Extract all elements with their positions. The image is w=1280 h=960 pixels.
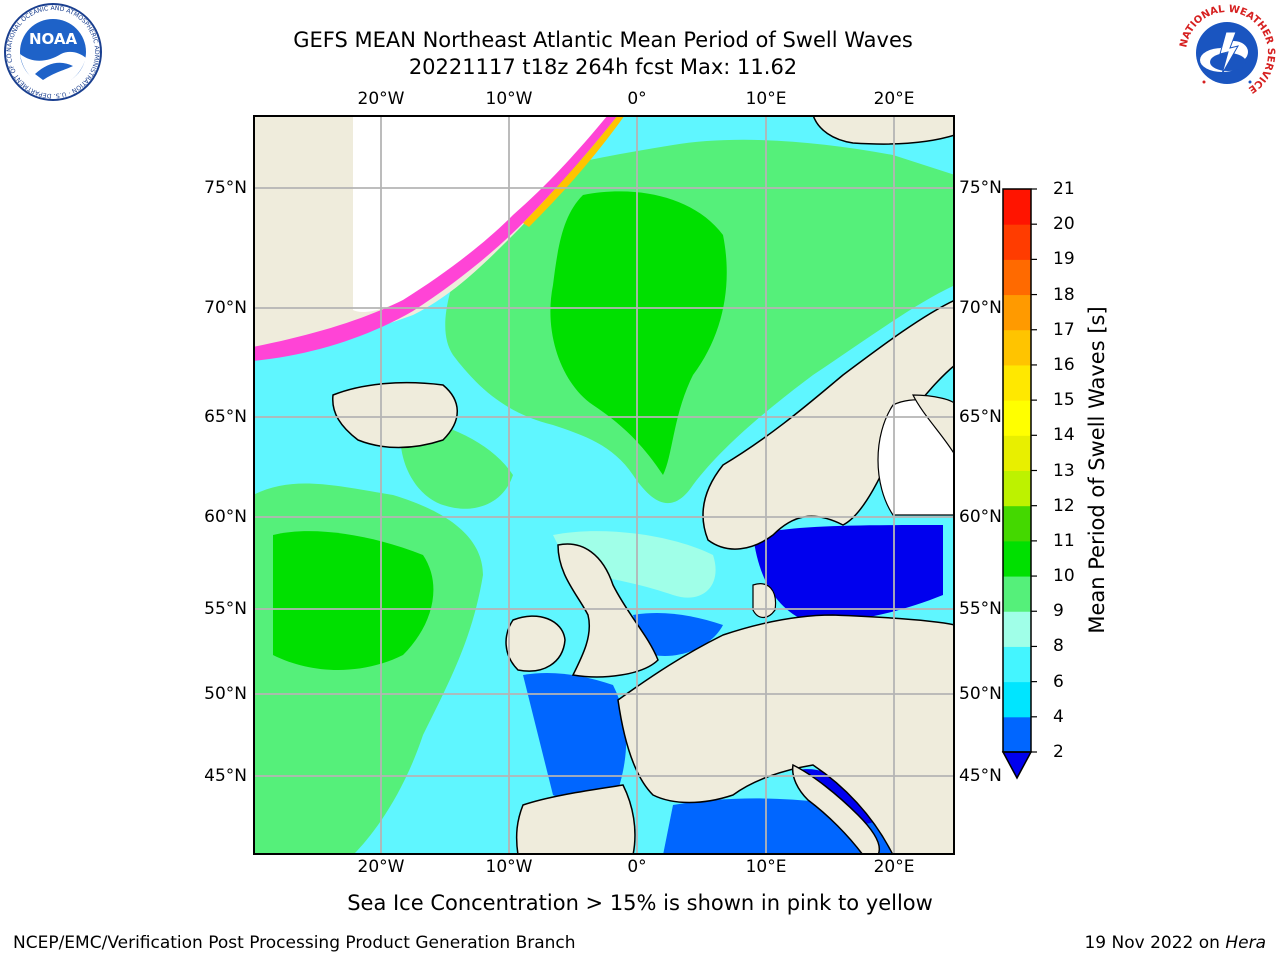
colorbar (1000, 187, 1040, 787)
colorbar-tick-label: 10 (1053, 566, 1075, 587)
lon-label-top-10w: 10°W (485, 89, 533, 109)
lat-label-right-65n: 65°N (959, 407, 1002, 427)
land-continental-europe (617, 614, 955, 855)
swell-region-10s (550, 191, 727, 476)
lat-label-right-60n: 60°N (959, 507, 1002, 527)
lat-label-left-65n: 65°N (204, 407, 247, 427)
lat-label-right-55n: 55°N (959, 599, 1002, 619)
swell-region-north-sea (553, 531, 716, 598)
colorbar-tick-label: 12 (1053, 495, 1075, 516)
graticule (253, 115, 955, 855)
map-frame (253, 115, 955, 855)
colorbar-segment (1003, 681, 1031, 718)
colorbar-segment (1003, 329, 1031, 366)
lon-label-bottom-10w: 10°W (485, 857, 533, 877)
colorbar-tick-label: 6 (1053, 671, 1064, 692)
colorbar-tick-label: 15 (1053, 390, 1075, 411)
colorbar-segment (1003, 294, 1031, 331)
lat-label-left-60n: 60°N (204, 507, 247, 527)
sea-ice-interior (353, 115, 608, 312)
lat-label-left-45n: 45°N (204, 766, 247, 786)
swell-period-map (253, 115, 955, 855)
sea-ice-edge-outer (523, 115, 625, 227)
lat-label-left-70n: 70°N (204, 298, 247, 318)
colorbar-segment (1003, 224, 1031, 260)
colorbar-tick-label: 9 (1053, 601, 1064, 622)
colorbar-tick-label: 17 (1053, 319, 1075, 340)
colorbar-tick-label: 13 (1053, 460, 1075, 481)
colorbar-segment (1003, 576, 1031, 612)
sea-ice-note: Sea Ice Concentration > 15% is shown in … (347, 891, 933, 915)
lat-label-right-75n: 75°N (959, 178, 1002, 198)
lon-label-bottom-20e: 20°E (873, 857, 915, 877)
footer-credit: NCEP/EMC/Verification Post Processing Pr… (13, 933, 576, 953)
land-italy (791, 763, 880, 855)
lat-label-right-50n: 50°N (959, 684, 1002, 704)
map-title: GEFS MEAN Northeast Atlantic Mean Period… (293, 28, 913, 52)
lat-label-left-75n: 75°N (204, 178, 247, 198)
colorbar-under-triangle (1001, 751, 1033, 780)
colorbar-segment (1003, 611, 1031, 647)
lat-label-left-50n: 50°N (204, 684, 247, 704)
colorbar-segment (1003, 470, 1031, 507)
nws-logo-icon: NATIONAL WEATHER SERVICE (1176, 2, 1278, 104)
colorbar-segment (1003, 505, 1031, 542)
noaa-wordmark: NOAA (29, 30, 78, 48)
lat-label-right-70n: 70°N (959, 298, 1002, 318)
colorbar-tick-label: 8 (1053, 636, 1064, 657)
lon-label-top-10e: 10°E (745, 89, 787, 109)
colorbar-segment (1003, 259, 1031, 296)
colorbar-segment (1003, 400, 1031, 436)
colorbar-segment (1003, 716, 1031, 753)
lat-label-right-45n: 45°N (959, 766, 1002, 786)
lat-label-left-55n: 55°N (204, 599, 247, 619)
footer-host: Hera (1225, 933, 1266, 953)
colorbar-segment (1003, 540, 1031, 577)
swell-region-baltic (753, 525, 943, 622)
swell-region-channel (633, 613, 723, 656)
colorbar-tick-label: 11 (1053, 530, 1075, 551)
land-svalbard (812, 115, 955, 145)
colorbar-tick-label: 16 (1053, 354, 1075, 375)
footer-date: 19 Nov 2022 on Hera (1084, 933, 1266, 953)
colorbar-tick-label: 21 (1053, 179, 1075, 199)
colorbar-label: Mean Period of Swell Waves [s] (1085, 306, 1109, 634)
land-iberia (515, 784, 636, 855)
noaa-logo-icon: NATIONAL OCEANIC AND ATMOSPHERIC ADMINIS… (3, 2, 103, 102)
lon-label-top-20e: 20°E (873, 89, 915, 109)
colorbar-tick-label: 14 (1053, 425, 1075, 446)
colorbar-tick-label: 20 (1053, 214, 1075, 235)
land-great-britain (557, 543, 659, 678)
land-iceland (332, 381, 458, 449)
colorbar-tick-label: 2 (1053, 742, 1064, 762)
colorbar-tick-label: 4 (1053, 706, 1064, 727)
lon-label-bottom-10e: 10°E (745, 857, 787, 877)
lon-label-top-20w: 20°W (357, 89, 405, 109)
lon-label-top-0: 0° (627, 89, 647, 109)
footer-date-text: 19 Nov 2022 on (1084, 933, 1220, 953)
lon-label-bottom-0: 0° (627, 857, 647, 877)
colorbar-segment (1003, 646, 1031, 683)
swell-region-west-core (273, 531, 434, 670)
colorbar-tick-label: 19 (1053, 249, 1075, 270)
land-finland (912, 394, 955, 457)
colorbar-segment (1003, 364, 1031, 401)
land-ireland (505, 615, 566, 672)
lon-label-bottom-20w: 20°W (357, 857, 405, 877)
map-subtitle: 20221117 t18z 264h fcst Max: 11.62 (408, 55, 798, 79)
colorbar-segment (1003, 435, 1031, 471)
colorbar-tick-label: 18 (1053, 284, 1075, 305)
colorbar-segment (1003, 189, 1031, 225)
